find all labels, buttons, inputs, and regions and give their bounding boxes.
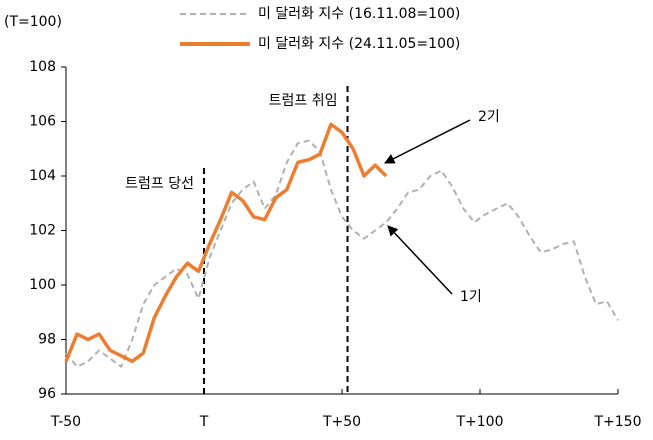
arrow: [384, 119, 471, 164]
x-tick-label: T+150: [593, 414, 641, 430]
x-tick-label: T+50: [322, 414, 361, 430]
y-tick-label: 96: [38, 386, 56, 402]
series-line: [64, 122, 388, 364]
arrow: [387, 225, 453, 295]
annotation: 1기: [460, 289, 482, 305]
series-line: [65, 139, 619, 368]
legend-label: 미 달러화 지수 (16.11.08=100): [258, 6, 460, 22]
x-tick-label: T: [199, 414, 209, 430]
x-tick-label: T-50: [50, 414, 81, 430]
annotation: 2기: [478, 109, 500, 125]
y-tick-label: 108: [29, 59, 56, 75]
y-tick-label: 106: [29, 114, 56, 130]
event-label: 트럼프 취임: [269, 93, 338, 109]
y-tick-label: 98: [38, 332, 56, 348]
x-tick-label: T+100: [455, 414, 503, 430]
event-label: 트럼프 당선: [125, 176, 194, 192]
y-tick-label: 104: [29, 168, 56, 184]
y-axis-label: (T=100): [4, 14, 62, 30]
y-tick-label: 102: [29, 223, 56, 239]
y-tick-label: 100: [29, 277, 56, 293]
legend-label: 미 달러화 지수 (24.11.05=100): [258, 36, 460, 52]
